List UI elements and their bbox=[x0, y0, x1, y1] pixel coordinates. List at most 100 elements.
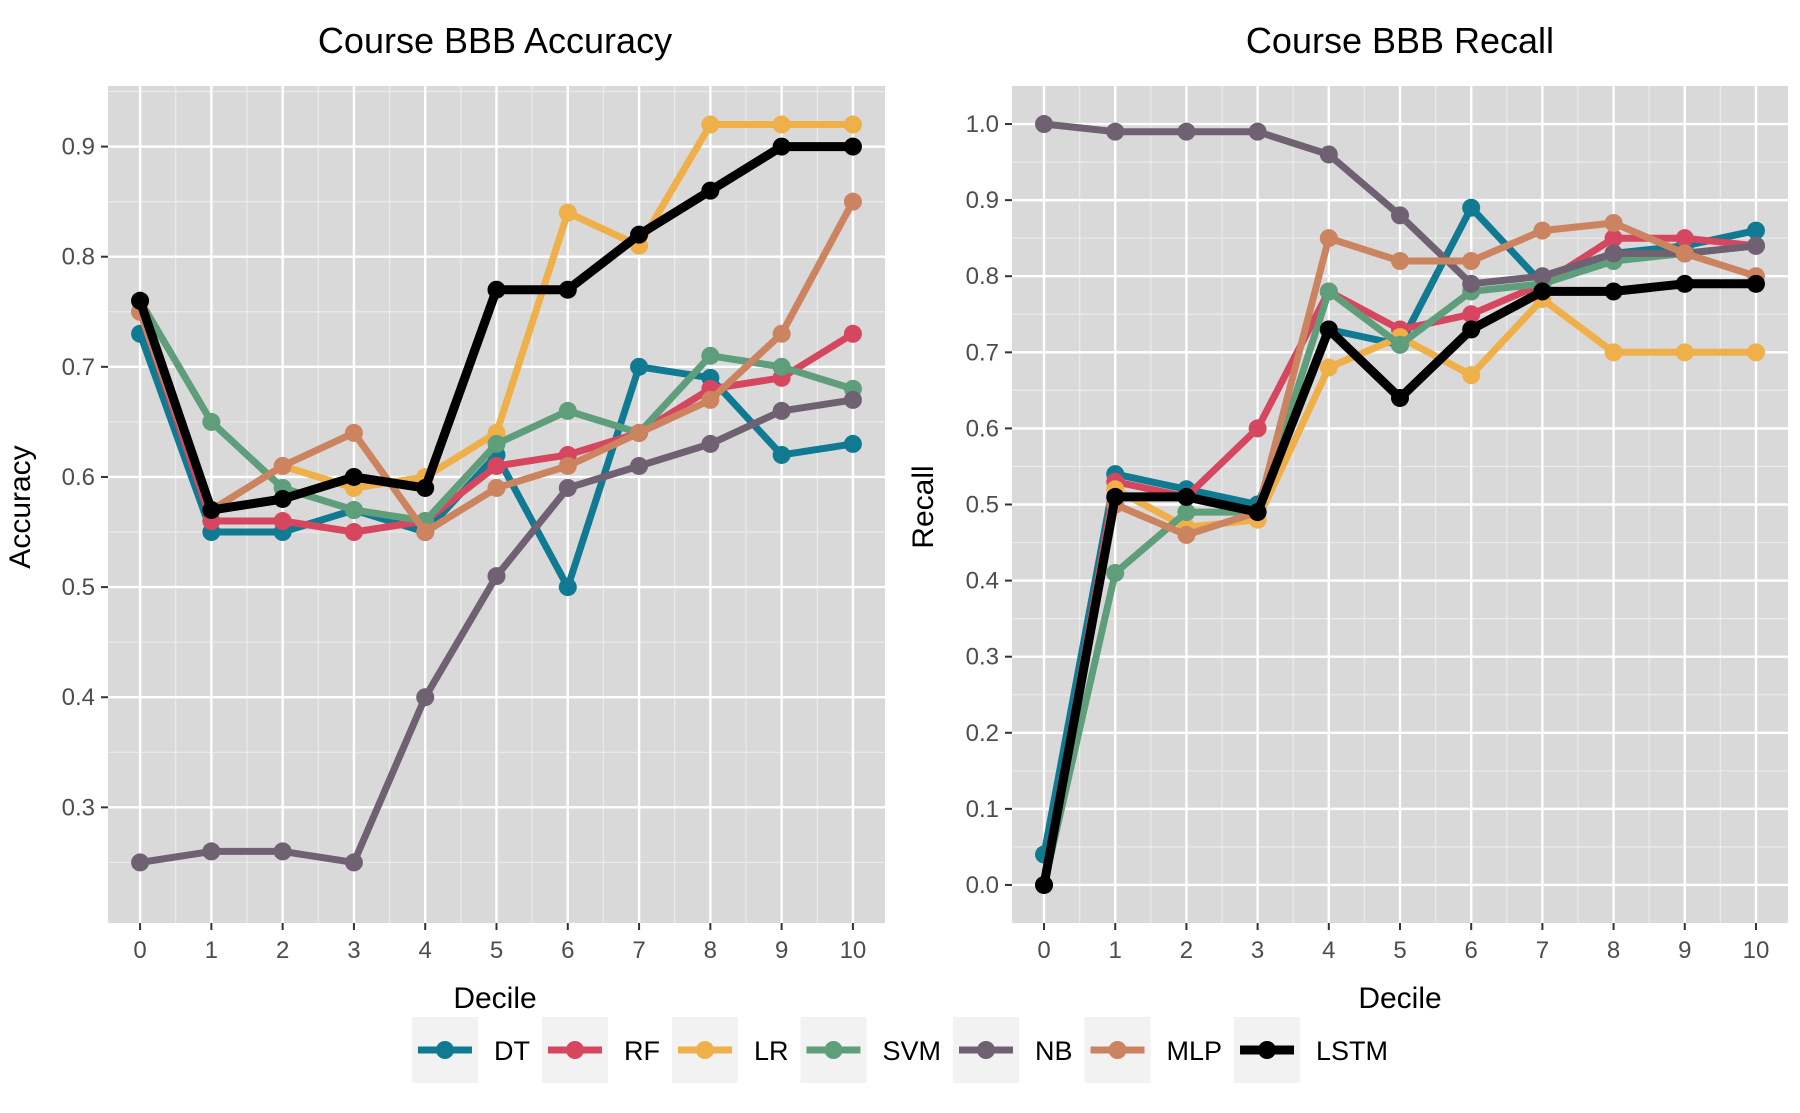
recall-y-tick-label: 0.2 bbox=[966, 720, 999, 747]
recall-point-mlp bbox=[1604, 213, 1623, 232]
accuracy-point-lstm bbox=[630, 225, 649, 244]
accuracy-point-lstm bbox=[558, 280, 577, 299]
legend-key-point-lstm bbox=[1258, 1041, 1277, 1059]
accuracy-point-lstm bbox=[701, 181, 720, 200]
recall-x-tick-label: 1 bbox=[1109, 937, 1122, 964]
recall-y-tick-label: 1.0 bbox=[966, 111, 999, 138]
accuracy-x-tick-label: 9 bbox=[775, 937, 788, 964]
accuracy-x-tick-label: 4 bbox=[419, 937, 432, 964]
accuracy-x-tick-label: 7 bbox=[632, 937, 645, 964]
legend-key-point-mlp bbox=[1108, 1041, 1127, 1059]
legend-item-lr: LR bbox=[671, 1017, 788, 1083]
accuracy-point-rf bbox=[487, 456, 506, 475]
recall-x-tick-label: 0 bbox=[1037, 937, 1050, 964]
accuracy-point-nb bbox=[843, 390, 862, 409]
recall-point-nb bbox=[1248, 122, 1267, 141]
recall-point-svm bbox=[1106, 563, 1125, 582]
accuracy-point-nb bbox=[344, 853, 363, 872]
accuracy-y-tick-label: 0.8 bbox=[62, 244, 95, 271]
accuracy-point-nb bbox=[202, 842, 221, 861]
recall-x-tick-label: 2 bbox=[1180, 937, 1193, 964]
recall-y-tick-label: 0.0 bbox=[966, 872, 999, 899]
recall-point-rf bbox=[1248, 419, 1267, 438]
accuracy-point-lstm bbox=[344, 467, 363, 486]
recall-gridlines bbox=[1012, 86, 1788, 923]
legend-key-point-nb bbox=[976, 1041, 995, 1059]
accuracy-point-rf bbox=[843, 324, 862, 343]
legend-item-lstm: LSTM bbox=[1234, 1017, 1388, 1083]
accuracy-x-tick-label: 5 bbox=[490, 937, 503, 964]
recall-y-axis-title: Recall bbox=[907, 465, 940, 548]
accuracy-series-lstm bbox=[131, 137, 862, 520]
recall-point-dt bbox=[1746, 221, 1765, 240]
accuracy-point-mlp bbox=[843, 192, 862, 211]
legend-label-dt: DT bbox=[494, 1036, 530, 1066]
recall-point-lstm bbox=[1391, 388, 1409, 407]
accuracy-point-svm bbox=[772, 357, 791, 376]
accuracy-point-lstm bbox=[843, 137, 862, 156]
accuracy-point-lstm bbox=[131, 291, 150, 310]
recall-point-mlp bbox=[1533, 221, 1552, 240]
accuracy-point-lr bbox=[772, 115, 791, 134]
accuracy-point-lr bbox=[843, 115, 862, 134]
recall-point-lr bbox=[1604, 343, 1623, 362]
accuracy-y-tick-label: 0.3 bbox=[62, 794, 95, 821]
recall-x-tick-label: 10 bbox=[1743, 937, 1770, 964]
accuracy-y-tick-label: 0.6 bbox=[62, 464, 95, 491]
recall-y-tick-label: 0.3 bbox=[966, 644, 999, 671]
recall-y-tick-label: 0.9 bbox=[966, 187, 999, 214]
legend-key-point-rf bbox=[565, 1041, 584, 1059]
recall-point-nb bbox=[1035, 115, 1054, 134]
recall-point-nb bbox=[1533, 267, 1552, 286]
accuracy-x-tick-label: 1 bbox=[205, 937, 218, 964]
legend-label-mlp: MLP bbox=[1167, 1036, 1223, 1066]
accuracy-point-lstm bbox=[202, 501, 221, 520]
accuracy-x-tick-label: 0 bbox=[133, 937, 146, 964]
accuracy-point-lstm bbox=[416, 478, 435, 497]
recall-point-lr bbox=[1675, 343, 1694, 362]
chart-legend: DT RF LR SVM NB MLP LSTM bbox=[411, 1017, 1388, 1083]
accuracy-point-svm bbox=[344, 501, 363, 520]
recall-point-lstm bbox=[1604, 282, 1623, 301]
accuracy-point-nb bbox=[416, 688, 435, 707]
recall-point-lr bbox=[1319, 358, 1338, 377]
recall-point-mlp bbox=[1319, 229, 1338, 248]
recall-x-axis-title: Decile bbox=[1358, 982, 1441, 1015]
recall-point-lstm bbox=[1675, 274, 1694, 293]
recall-x-tick-label: 9 bbox=[1678, 937, 1691, 964]
legend-label-rf: RF bbox=[624, 1036, 660, 1066]
legend-label-nb: NB bbox=[1035, 1036, 1073, 1066]
recall-y-tick-label: 0.7 bbox=[966, 339, 999, 366]
recall-x-tick-label: 3 bbox=[1251, 937, 1264, 964]
legend-label-lstm: LSTM bbox=[1316, 1036, 1388, 1066]
accuracy-point-mlp bbox=[487, 478, 506, 497]
recall-point-dt bbox=[1462, 198, 1481, 217]
recall-y-tick-label: 0.8 bbox=[966, 263, 999, 290]
accuracy-point-dt bbox=[772, 445, 791, 464]
accuracy-chart: Course BBB Accuracy Decile Accuracy 0 1 2 3… bbox=[4, 20, 885, 1015]
accuracy-y-axis-title: Accuracy bbox=[4, 445, 37, 568]
legend-label-svm: SVM bbox=[882, 1036, 941, 1066]
accuracy-point-svm bbox=[701, 346, 720, 365]
accuracy-point-mlp bbox=[344, 423, 363, 442]
recall-point-lr bbox=[1462, 366, 1481, 385]
accuracy-point-dt bbox=[630, 357, 649, 376]
accuracy-series-nb bbox=[131, 390, 862, 872]
accuracy-point-lstm bbox=[772, 137, 791, 156]
recall-point-mlp bbox=[1391, 252, 1409, 271]
recall-point-nb bbox=[1319, 145, 1338, 164]
recall-y-tick-label: 0.5 bbox=[966, 492, 999, 519]
accuracy-point-rf bbox=[273, 512, 292, 531]
recall-point-rf bbox=[1604, 229, 1623, 248]
accuracy-y-tick-label: 0.5 bbox=[62, 574, 95, 601]
accuracy-point-lr bbox=[558, 203, 577, 222]
accuracy-point-nb bbox=[273, 842, 292, 861]
accuracy-point-mlp bbox=[701, 390, 720, 409]
recall-x-tick-label: 7 bbox=[1536, 937, 1549, 964]
accuracy-point-rf bbox=[344, 523, 363, 542]
recall-point-rf bbox=[1675, 229, 1694, 248]
recall-point-lstm bbox=[1462, 320, 1481, 339]
accuracy-point-dt bbox=[558, 578, 577, 597]
accuracy-y-tick-label: 0.7 bbox=[62, 354, 95, 381]
accuracy-x-tick-label: 3 bbox=[347, 937, 360, 964]
